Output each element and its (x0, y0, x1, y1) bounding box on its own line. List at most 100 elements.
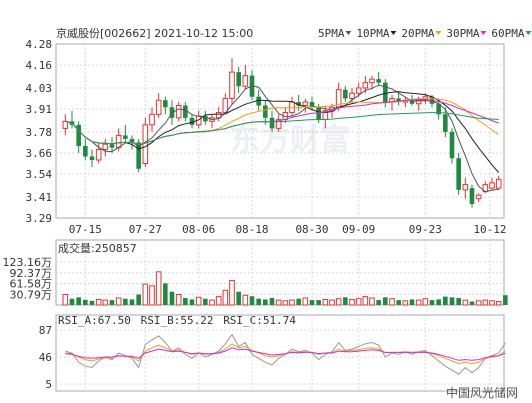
price-x-axis: 07-15 07-27 08-06 08-18 08-30 09-09 09-23 10-12 (69, 223, 507, 236)
candle-body (189, 117, 195, 125)
candle-body (475, 194, 482, 200)
volume-bar (355, 298, 362, 306)
volume-bar (76, 297, 81, 305)
candle-body (109, 144, 115, 148)
volume-bar (142, 283, 149, 306)
volume-bar (62, 294, 69, 306)
volume-bar (289, 299, 295, 306)
candle-body (415, 99, 422, 105)
candle-body (203, 116, 208, 122)
candle-body (469, 188, 475, 204)
candle-body (495, 178, 502, 189)
volume-bar (242, 294, 249, 306)
chart-title: 京威股份[002662] 2021-10-12 15:00 (56, 26, 253, 40)
volume-y-tick: 123.16万 (3, 256, 53, 269)
candle-body (263, 105, 268, 118)
volume-bar (282, 300, 289, 306)
price-grid (56, 44, 504, 218)
candle-body (155, 99, 162, 115)
volume-y-tick: 30.79万 (10, 288, 53, 301)
price-y-tick: 3.66 (26, 147, 53, 160)
volume-bar (376, 300, 381, 305)
volume-bar (343, 297, 348, 305)
price-x-tick: 08-06 (182, 223, 215, 236)
volume-bar (83, 299, 88, 305)
candle-body (269, 117, 275, 129)
candle-body (449, 131, 455, 159)
price-y-tick: 3.29 (26, 212, 53, 225)
candle-body (163, 100, 168, 108)
volume-bar (389, 298, 395, 306)
candle-body (89, 156, 95, 160)
ma-legend-marker (345, 31, 352, 35)
volume-bar (316, 300, 321, 305)
volume-bar (503, 295, 508, 305)
price-y-tick: 3.54 (26, 168, 53, 181)
rsi-lines (65, 333, 506, 375)
candle-body (236, 72, 241, 87)
volume-bar (482, 299, 489, 306)
candle-body (316, 107, 321, 120)
price-y-tick: 3.78 (26, 126, 53, 139)
volume-bar (209, 299, 215, 306)
candle-body (489, 182, 495, 189)
candle-body (302, 101, 309, 107)
price-y-axis: 4.28 4.16 4.03 3.91 3.78 3.66 3.54 3.41 3.29 (26, 38, 53, 225)
price-x-tick: 09-23 (409, 223, 442, 236)
volume-bar (275, 299, 282, 306)
volume-bar (429, 300, 435, 305)
volume-y-tick: 61.58万 (10, 278, 53, 291)
rsi-line-rsi_c (65, 347, 506, 361)
candle-body (123, 135, 128, 139)
candle-body (456, 158, 461, 190)
volume-bar (189, 299, 195, 305)
candle-body (343, 89, 348, 99)
candle-body (136, 142, 141, 169)
volume-bar (123, 298, 128, 305)
candle-body (355, 87, 362, 94)
candle-body (149, 113, 155, 126)
volume-title: 成交量:250857 (58, 241, 137, 255)
volume-bar (175, 294, 182, 306)
candle-body (229, 71, 235, 99)
volume-bar (422, 298, 429, 306)
candle-body (76, 124, 81, 146)
ma-lines (65, 84, 500, 193)
ma-legend-label: 20PMA (401, 27, 434, 40)
price-x-tick: 08-18 (235, 223, 268, 236)
ma-legend-marker (525, 31, 532, 35)
volume-bar (69, 298, 75, 305)
rsi-y-tick: 87 (39, 324, 52, 337)
volume-bar (415, 299, 422, 306)
candle-body (142, 124, 149, 165)
volume-bar (322, 298, 329, 306)
ma-legend-label: 30PMA (446, 27, 479, 40)
candle-body (462, 184, 469, 191)
candle-body (296, 102, 301, 106)
candle-body (183, 105, 188, 118)
volume-bar (115, 297, 122, 306)
volume-bar (203, 298, 208, 305)
rsi-legend-label: RSI_A:67.50 (58, 314, 131, 327)
volume-bar (229, 280, 235, 306)
volume-bars (62, 271, 508, 306)
volume-bar (149, 285, 155, 306)
candle-body (242, 75, 249, 87)
volume-bar (369, 297, 375, 306)
volume-bar (383, 297, 388, 305)
volume-bar (449, 297, 455, 305)
ma-legend-label: 5PMA (318, 27, 345, 40)
volume-bar (102, 299, 109, 306)
price-panel-frame (55, 43, 505, 219)
candle-body (129, 138, 135, 143)
candle-body (383, 82, 388, 102)
ma-line-60pma (65, 112, 499, 146)
volume-bar (256, 298, 261, 305)
volume-bar (183, 298, 188, 305)
candle-body (362, 82, 369, 89)
volume-bar (309, 300, 315, 305)
ma-legend-marker (435, 31, 442, 35)
candle-body (396, 98, 401, 102)
